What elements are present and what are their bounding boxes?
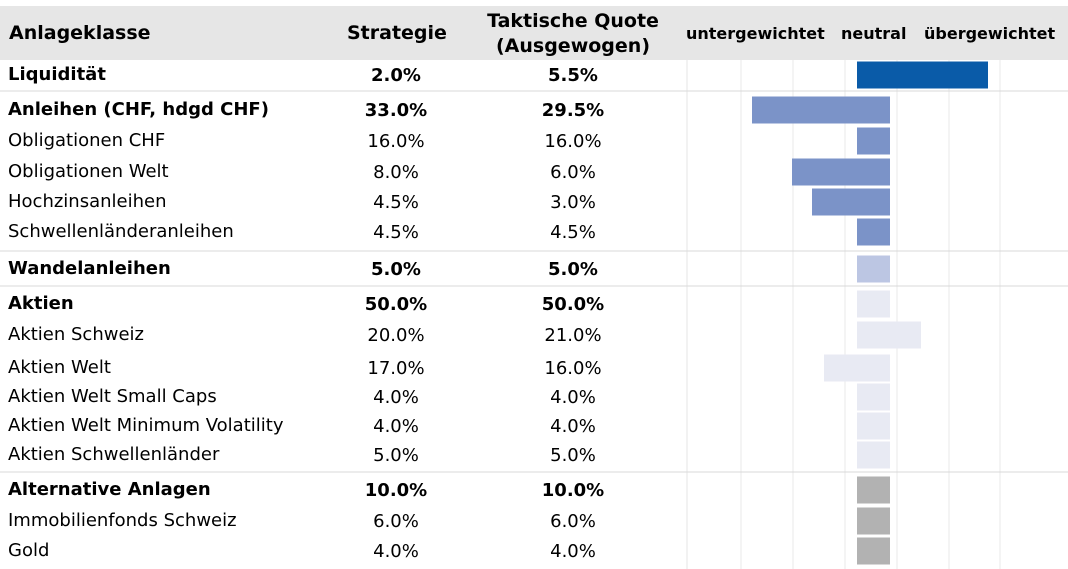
bar-16 (857, 537, 890, 565)
row-strategy-10: 17.0% (367, 358, 425, 379)
header-anlageklasse: Anlageklasse (9, 22, 151, 44)
row-label-1: Liquidität (8, 64, 106, 85)
row-strategy-13: 5.0% (373, 445, 419, 466)
bar-7 (857, 255, 890, 283)
bar-11 (857, 383, 890, 411)
row-tactical-10: 16.0% (544, 358, 602, 379)
bar-9 (857, 321, 921, 349)
row-label-8: Aktien (8, 293, 74, 314)
bar-2 (752, 96, 890, 124)
row-label-6: Schwellenländeranleihen (8, 221, 234, 242)
row-label-5: Hochzinsanleihen (8, 191, 167, 212)
row-strategy-2: 33.0% (364, 100, 428, 121)
bar-13 (857, 441, 890, 469)
row-tactical-2: 29.5% (541, 100, 605, 121)
bar-4 (792, 158, 890, 186)
bar-8 (857, 290, 890, 318)
bar-15 (857, 507, 890, 535)
header-taktische-quote: Taktische Quote (487, 10, 659, 32)
bar-1 (857, 61, 988, 89)
row-tactical-6: 4.5% (550, 222, 596, 243)
row-label-9: Aktien Schweiz (8, 324, 144, 345)
table-header: Anlageklasse Strategie Taktische Quote (… (0, 6, 1068, 60)
row-tactical-4: 6.0% (550, 162, 596, 183)
row-strategy-5: 4.5% (373, 192, 419, 213)
bar-5 (812, 188, 890, 216)
bar-6 (857, 218, 890, 246)
row-label-4: Obligationen Welt (8, 161, 169, 182)
row-label-2: Anleihen (CHF, hdgd CHF) (8, 99, 269, 120)
row-strategy-12: 4.0% (373, 416, 419, 437)
row-strategy-11: 4.0% (373, 387, 419, 408)
row-strategy-8: 50.0% (364, 294, 428, 315)
row-label-7: Wandelanleihen (8, 258, 171, 279)
bar-12 (857, 412, 890, 440)
row-label-12: Aktien Welt Minimum Volatility (8, 415, 284, 436)
row-label-15: Immobilienfonds Schweiz (8, 510, 237, 531)
row-strategy-6: 4.5% (373, 222, 419, 243)
row-tactical-8: 50.0% (541, 294, 605, 315)
scale-label-neutral: neutral (841, 24, 907, 43)
row-label-16: Gold (8, 540, 50, 561)
header-ausgewogen: (Ausgewogen) (495, 35, 650, 57)
header-strategie: Strategie (347, 22, 447, 44)
row-tactical-14: 10.0% (541, 480, 605, 501)
row-strategy-3: 16.0% (367, 131, 425, 152)
row-label-10: Aktien Welt (8, 357, 111, 378)
row-strategy-7: 5.0% (371, 259, 421, 280)
bar-3 (857, 127, 890, 155)
scale-label-uebergewichtet: übergewichtet (924, 24, 1056, 43)
row-strategy-15: 6.0% (373, 511, 419, 532)
row-tactical-1: 5.5% (548, 65, 598, 86)
row-strategy-14: 10.0% (364, 480, 428, 501)
row-strategy-9: 20.0% (367, 325, 425, 346)
row-label-14: Alternative Anlagen (8, 479, 211, 500)
row-tactical-3: 16.0% (544, 131, 602, 152)
bar-14 (857, 476, 890, 504)
row-tactical-5: 3.0% (550, 192, 596, 213)
row-tactical-12: 4.0% (550, 416, 596, 437)
row-label-3: Obligationen CHF (8, 130, 166, 151)
row-strategy-16: 4.0% (373, 541, 419, 562)
row-tactical-15: 6.0% (550, 511, 596, 532)
row-label-11: Aktien Welt Small Caps (8, 386, 217, 407)
row-tactical-11: 4.0% (550, 387, 596, 408)
row-tactical-13: 5.0% (550, 445, 596, 466)
row-tactical-16: 4.0% (550, 541, 596, 562)
row-strategy-4: 8.0% (373, 162, 419, 183)
scale-label-untergewichtet: untergewichtet (686, 24, 825, 43)
row-label-13: Aktien Schwellenländer (8, 444, 220, 465)
bar-10 (824, 354, 890, 382)
row-strategy-1: 2.0% (371, 65, 421, 86)
row-tactical-9: 21.0% (544, 325, 602, 346)
row-tactical-7: 5.0% (548, 259, 598, 280)
